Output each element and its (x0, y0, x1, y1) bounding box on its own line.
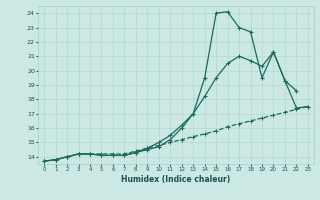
X-axis label: Humidex (Indice chaleur): Humidex (Indice chaleur) (121, 175, 231, 184)
